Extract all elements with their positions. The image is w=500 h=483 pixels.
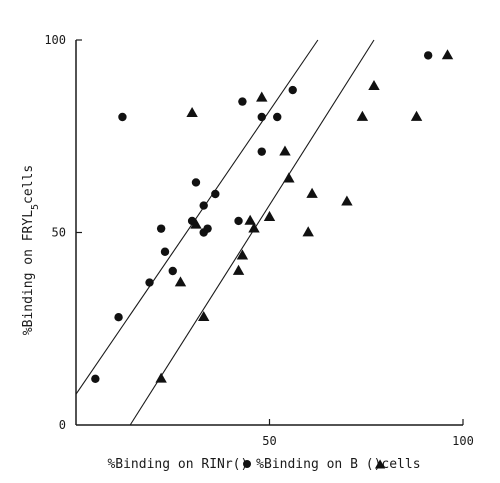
fit-lines [75, 39, 375, 426]
triangle-point [368, 80, 380, 91]
triangle-point [263, 210, 276, 221]
triangle-point [244, 214, 256, 225]
triangle-point [356, 110, 369, 121]
x-axis-label-right: )cells [374, 457, 421, 472]
x-axis-label: %Binding on RINr() %Binding on B ()cells [107, 457, 420, 472]
triangle-fit-line [129, 39, 375, 426]
triangle-point [441, 49, 454, 60]
triangle-point [190, 218, 202, 229]
x-tick-label: 100 [452, 434, 474, 448]
circle-marker-symbol [243, 460, 252, 468]
circle-fit-line [75, 39, 319, 395]
x-axis-label-mid: ) %Binding on B ( [241, 457, 374, 472]
triangle-point [186, 106, 198, 117]
triangle-point [279, 145, 291, 156]
y-tick-label: 50 [52, 226, 66, 240]
y-axis-label-subscript: 5 [30, 204, 41, 210]
y-axis-label: %Binding on FRYL5cells [21, 165, 41, 335]
circle-point [423, 51, 433, 60]
triangle-point [410, 110, 423, 121]
y-tick-label: 100 [44, 33, 66, 47]
circle-point [168, 266, 177, 276]
triangle-point [341, 195, 353, 206]
triangle-point [236, 249, 249, 260]
triangle-marker-symbol [374, 459, 386, 469]
triangle-point [198, 311, 210, 322]
circle-point [203, 224, 212, 233]
circle-point [156, 224, 166, 233]
circle-point [160, 247, 170, 256]
circle-point [211, 189, 220, 199]
x-axis-label-left: %Binding on RINr( [107, 457, 240, 472]
axis-labels: %Binding on FRYL5cells %Binding on RINr(… [21, 165, 421, 472]
circle-point [288, 85, 297, 95]
circle-point [257, 112, 266, 122]
triangle-point [306, 187, 318, 198]
y-axis-label-end: cells [21, 165, 36, 204]
triangle-point [174, 276, 187, 287]
circle-point [234, 216, 243, 226]
triangle-point [232, 264, 245, 275]
circle-point [257, 147, 266, 156]
circle-point [191, 178, 201, 187]
circle-point [114, 313, 123, 322]
circle-point [238, 97, 247, 106]
triangle-point [248, 222, 260, 233]
x-tick-label: 50 [262, 434, 276, 448]
tick-labels: 0 50 100 50 100 [44, 33, 474, 448]
circle-point [118, 112, 127, 122]
circle-point [145, 278, 154, 287]
y-tick-label: 0 [59, 418, 66, 432]
circle-point [91, 374, 100, 383]
xlabel-markers [243, 459, 386, 469]
y-axis-label-main: %Binding on FRYL [21, 210, 36, 335]
triangle-point [155, 372, 167, 383]
data-points [91, 49, 454, 383]
circle-point [273, 112, 282, 122]
triangle-point [302, 226, 314, 237]
axes [75, 39, 464, 426]
triangle-point [256, 91, 268, 102]
circle-point [199, 201, 208, 210]
triangle-point [283, 172, 295, 183]
